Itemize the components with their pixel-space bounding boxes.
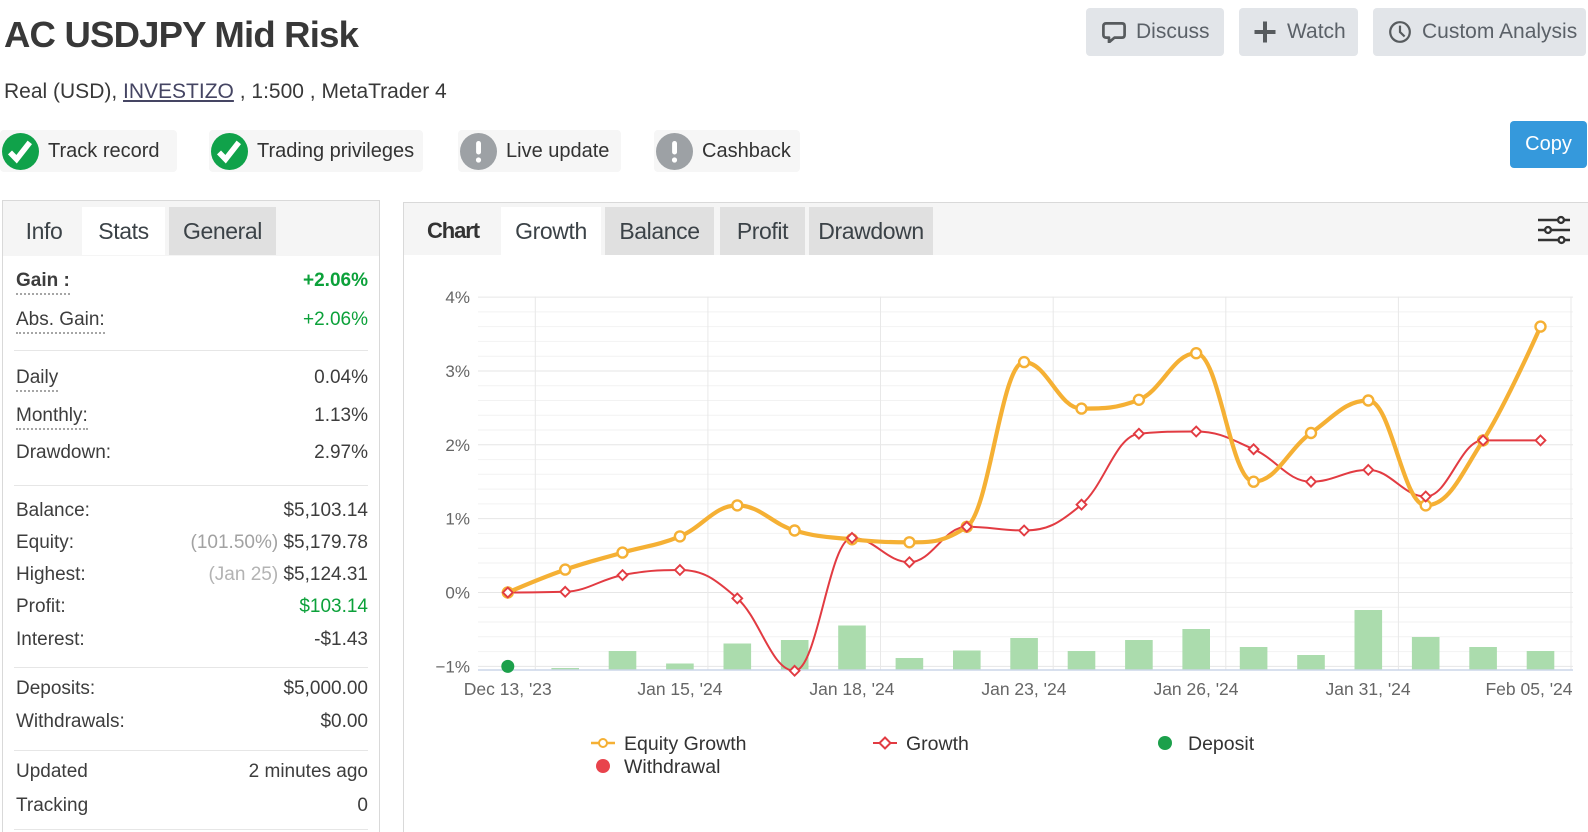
svg-text:−1%: −1% (436, 657, 471, 676)
svg-text:2%: 2% (445, 436, 470, 455)
svg-text:Jan 15, '24: Jan 15, '24 (637, 679, 722, 699)
svg-text:Withdrawal: Withdrawal (624, 756, 720, 778)
svg-text:Feb 05, '24: Feb 05, '24 (1485, 679, 1572, 699)
svg-text:Jan 31, '24: Jan 31, '24 (1326, 679, 1411, 699)
svg-text:Growth: Growth (906, 733, 969, 755)
svg-text:Deposit: Deposit (1188, 733, 1255, 755)
svg-text:Jan 18, '24: Jan 18, '24 (809, 679, 894, 699)
svg-text:Jan 23, '24: Jan 23, '24 (981, 679, 1066, 699)
svg-text:1%: 1% (445, 510, 470, 529)
svg-text:Jan 26, '24: Jan 26, '24 (1153, 679, 1238, 699)
svg-text:Equity Growth: Equity Growth (624, 733, 746, 755)
svg-text:3%: 3% (445, 362, 470, 381)
svg-text:4%: 4% (445, 288, 470, 307)
svg-text:0%: 0% (445, 584, 470, 603)
svg-text:Dec 13, '23: Dec 13, '23 (464, 679, 552, 699)
